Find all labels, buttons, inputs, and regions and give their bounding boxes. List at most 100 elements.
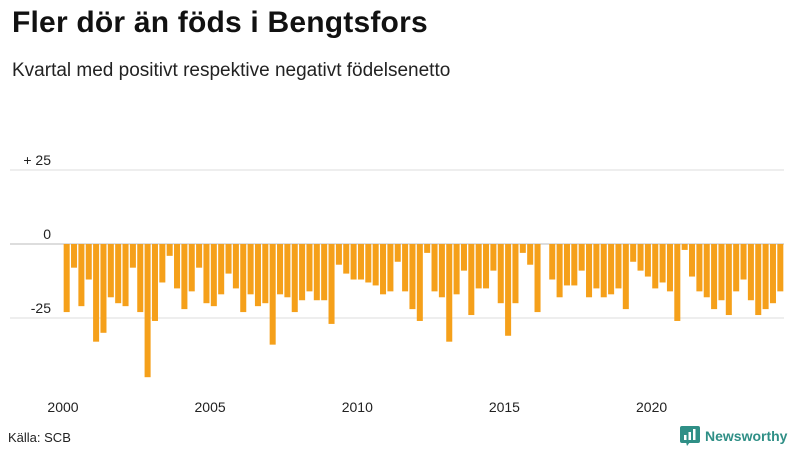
bar[interactable] — [630, 244, 637, 262]
bar[interactable] — [431, 244, 438, 292]
bar[interactable] — [321, 244, 328, 301]
bar[interactable] — [93, 244, 100, 342]
bar[interactable] — [769, 244, 776, 304]
bar[interactable] — [122, 244, 129, 307]
bar[interactable] — [107, 244, 114, 298]
bar[interactable] — [291, 244, 298, 313]
bar[interactable] — [78, 244, 85, 307]
bar[interactable] — [586, 244, 593, 298]
bar[interactable] — [306, 244, 313, 292]
bar[interactable] — [225, 244, 232, 274]
bar[interactable] — [475, 244, 482, 289]
chart-title: Fler dör än föds i Bengtsfors — [12, 6, 428, 39]
bar[interactable] — [247, 244, 254, 295]
bar[interactable] — [350, 244, 357, 280]
bar[interactable] — [519, 244, 526, 253]
bar[interactable] — [512, 244, 519, 304]
bar[interactable] — [166, 244, 173, 256]
bar[interactable] — [335, 244, 342, 265]
bar[interactable] — [313, 244, 320, 301]
bar[interactable] — [129, 244, 136, 268]
bar[interactable] — [299, 244, 306, 301]
bar[interactable] — [689, 244, 696, 277]
bar[interactable] — [372, 244, 379, 286]
bar[interactable] — [115, 244, 122, 304]
bar[interactable] — [740, 244, 747, 280]
bar[interactable] — [593, 244, 600, 289]
bar[interactable] — [424, 244, 431, 253]
bar[interactable] — [762, 244, 769, 310]
bar[interactable] — [137, 244, 144, 313]
chart-subtitle: Kvartal med positivt respektive negativt… — [12, 60, 451, 81]
bar[interactable] — [652, 244, 659, 289]
bar[interactable] — [159, 244, 166, 283]
bar[interactable] — [556, 244, 563, 298]
bar[interactable] — [777, 244, 784, 292]
bar[interactable] — [747, 244, 754, 301]
bar[interactable] — [365, 244, 372, 283]
bar[interactable] — [203, 244, 210, 304]
bar[interactable] — [505, 244, 512, 336]
bar[interactable] — [240, 244, 247, 313]
bar[interactable] — [151, 244, 158, 321]
bar[interactable] — [659, 244, 666, 283]
bar[interactable] — [460, 244, 467, 271]
bar[interactable] — [622, 244, 629, 310]
bar[interactable] — [262, 244, 269, 304]
bar[interactable] — [733, 244, 740, 292]
bar[interactable] — [681, 244, 688, 250]
bar[interactable] — [232, 244, 239, 289]
bar[interactable] — [755, 244, 762, 316]
bar[interactable] — [387, 244, 394, 292]
bar[interactable] — [71, 244, 78, 268]
bar[interactable] — [357, 244, 364, 280]
bar[interactable] — [188, 244, 195, 292]
bar[interactable] — [85, 244, 92, 280]
bar[interactable] — [453, 244, 460, 295]
bar[interactable] — [490, 244, 497, 271]
bar[interactable] — [100, 244, 107, 333]
bar[interactable] — [468, 244, 475, 316]
bar[interactable] — [578, 244, 585, 271]
bar[interactable] — [269, 244, 276, 345]
bar[interactable] — [497, 244, 504, 304]
bar[interactable] — [711, 244, 718, 310]
bar[interactable] — [674, 244, 681, 321]
bar[interactable] — [63, 244, 70, 313]
bar[interactable] — [416, 244, 423, 321]
bar[interactable] — [696, 244, 703, 292]
bar[interactable] — [549, 244, 556, 280]
bar[interactable] — [446, 244, 453, 342]
bar[interactable] — [284, 244, 291, 298]
bar[interactable] — [181, 244, 188, 310]
bar[interactable] — [277, 244, 284, 295]
bar[interactable] — [254, 244, 261, 307]
bar[interactable] — [144, 244, 151, 378]
bar[interactable] — [196, 244, 203, 268]
bar[interactable] — [483, 244, 490, 289]
bar[interactable] — [394, 244, 401, 262]
bar[interactable] — [644, 244, 651, 277]
bar[interactable] — [571, 244, 578, 286]
bar[interactable] — [637, 244, 644, 271]
bar[interactable] — [527, 244, 534, 265]
bar[interactable] — [402, 244, 409, 292]
bar[interactable] — [666, 244, 673, 292]
newsworthy-brand[interactable]: Newsworthy — [680, 426, 787, 446]
bar[interactable] — [218, 244, 225, 295]
bar[interactable] — [380, 244, 387, 295]
bar[interactable] — [563, 244, 570, 286]
bar[interactable] — [534, 244, 541, 313]
bar[interactable] — [600, 244, 607, 298]
bar[interactable] — [343, 244, 350, 274]
bar[interactable] — [703, 244, 710, 298]
bar[interactable] — [210, 244, 217, 307]
bar[interactable] — [725, 244, 732, 316]
bar[interactable] — [718, 244, 725, 301]
bar[interactable] — [174, 244, 181, 289]
bar[interactable] — [438, 244, 445, 298]
bar[interactable] — [328, 244, 335, 324]
bar[interactable] — [608, 244, 615, 295]
bar[interactable] — [409, 244, 416, 310]
bar[interactable] — [615, 244, 622, 289]
